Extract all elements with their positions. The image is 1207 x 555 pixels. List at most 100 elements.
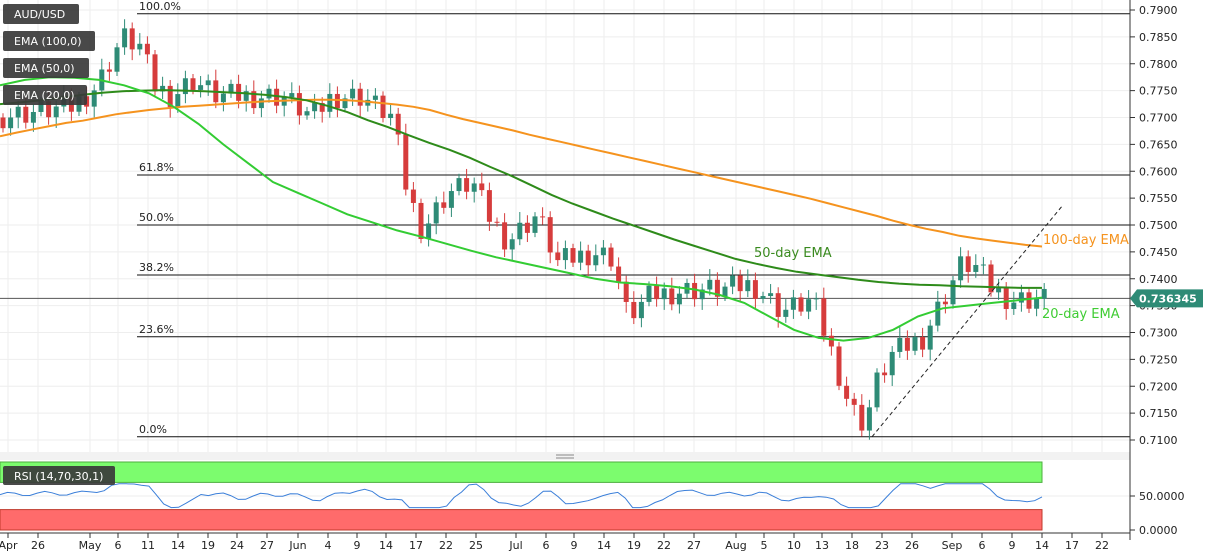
candle-body — [228, 83, 234, 94]
candle-body — [836, 346, 842, 386]
fibonacci-levels: 100.0% 61.8% 50.0% 38.2% 23.6% 0.0% — [0, 0, 1130, 438]
date-tick-label: 27 — [260, 539, 274, 552]
legend-item — [3, 85, 87, 105]
candle-body — [23, 106, 29, 123]
candle-body — [0, 117, 6, 129]
fib-level-label: 23.6% — [139, 323, 174, 336]
legend-label: EMA (50,0) — [14, 62, 75, 75]
candle-body — [699, 289, 705, 300]
date-tick-label: 27 — [687, 539, 701, 552]
price-tick-label: 0.7100 — [1139, 434, 1178, 447]
candle-body — [471, 183, 477, 192]
legend-label: EMA (100,0) — [14, 35, 82, 48]
candle-body — [775, 293, 781, 317]
candle-body — [851, 398, 857, 405]
ema-annotation: 20-day EMA — [1042, 307, 1120, 322]
candle-body — [578, 250, 584, 263]
candle-body — [441, 202, 447, 208]
candle-body — [190, 78, 196, 90]
candle-body — [220, 93, 226, 103]
candle-body — [418, 202, 424, 239]
candle-body — [15, 106, 21, 118]
ema-lines — [0, 76, 1043, 342]
candle-body — [380, 95, 386, 119]
candle-body — [631, 301, 637, 319]
candle-body — [790, 297, 796, 310]
ema-20-line — [0, 76, 1043, 342]
candle-body — [585, 250, 591, 266]
candle-body — [844, 385, 850, 399]
candle-body — [927, 325, 933, 350]
candle-body — [904, 337, 910, 351]
candlesticks — [0, 19, 1047, 440]
legend-item — [3, 4, 79, 24]
candle-body — [372, 95, 378, 100]
price-plot-area — [0, 0, 1130, 452]
date-tick-label: 6 — [115, 539, 122, 552]
date-tick-label: 6 — [543, 539, 550, 552]
date-tick-label: 14 — [171, 539, 185, 552]
support-trendline — [871, 205, 1063, 438]
rsi-legend-label: RSI (14,70,30,1) — [14, 470, 103, 483]
candle-body — [768, 293, 774, 297]
candle-body — [752, 280, 758, 299]
candle-body — [1041, 288, 1047, 299]
current-price-tag: 0.736345 — [1130, 289, 1203, 308]
price-tick-label: 0.7550 — [1139, 192, 1178, 205]
date-tick-label: 4 — [325, 539, 332, 552]
candle-body — [403, 134, 409, 190]
candle-body — [327, 93, 333, 112]
price-tick-label: 0.7150 — [1139, 407, 1178, 420]
candle-body — [198, 85, 204, 90]
panel-splitter[interactable] — [0, 452, 1130, 460]
candle-body — [517, 222, 523, 240]
candle-body — [175, 94, 181, 107]
candle-body — [722, 286, 728, 297]
price-tick-label: 0.7300 — [1139, 327, 1178, 340]
rsi-tick-label: 0.0000 — [1139, 524, 1178, 537]
candle-body — [251, 91, 257, 109]
candle-body — [866, 407, 872, 431]
date-tick-label: Jun — [288, 539, 306, 552]
candle-body — [570, 248, 576, 263]
candle-body — [692, 282, 698, 300]
date-tick-label: 11 — [141, 539, 155, 552]
rsi-line — [0, 483, 1043, 509]
candle-body — [874, 372, 880, 408]
candle-body — [289, 93, 295, 98]
fib-level-label: 50.0% — [139, 211, 174, 224]
date-tick-label: 10 — [787, 539, 801, 552]
date-tick-label: 22 — [1095, 539, 1109, 552]
candle-body — [258, 98, 264, 109]
date-tick-label: 18 — [845, 539, 859, 552]
candle-body — [296, 93, 302, 116]
candle-body — [388, 113, 394, 119]
candle-body — [122, 28, 128, 48]
candle-body — [676, 293, 682, 305]
candle-body — [312, 103, 318, 112]
candle-body — [106, 69, 112, 72]
candle-body — [638, 301, 644, 319]
candle-body — [654, 285, 660, 300]
candle-body — [965, 256, 971, 272]
fib-level-label: 38.2% — [139, 261, 174, 274]
candle-body — [958, 256, 964, 281]
candle-body — [30, 111, 36, 123]
candle-body — [433, 202, 439, 224]
date-tick-label: 9 — [1009, 539, 1016, 552]
candle-body — [334, 93, 340, 109]
candle-body — [745, 280, 751, 292]
ema-annotation: 50-day EMA — [754, 246, 832, 261]
candle-body — [920, 337, 926, 350]
candle-body — [730, 275, 736, 287]
candle-body — [623, 281, 629, 302]
candle-body — [616, 266, 622, 282]
price-tick-label: 0.7900 — [1139, 4, 1178, 17]
fib-level-label: 0.0% — [139, 423, 167, 436]
price-tick-label: 0.7400 — [1139, 273, 1178, 286]
candle-body — [152, 54, 158, 92]
candle-body — [988, 264, 994, 293]
candle-body — [319, 103, 325, 112]
candle-body — [266, 88, 272, 99]
